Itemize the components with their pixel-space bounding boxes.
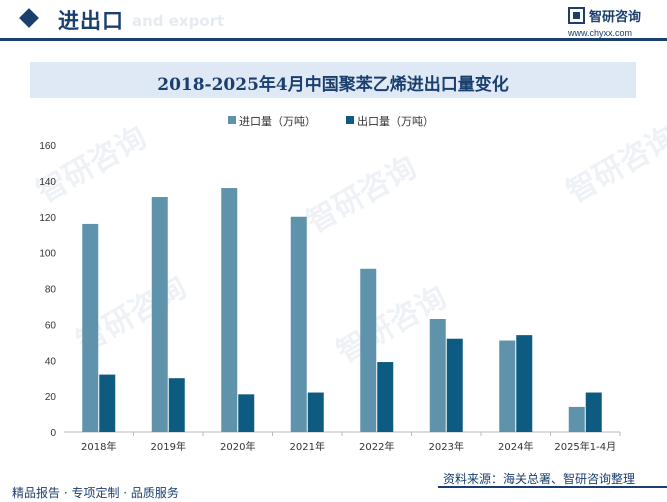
footer-slogan: 精品报告 · 专项定制 · 品质服务	[12, 486, 179, 500]
import-bar	[360, 268, 377, 432]
y-tick-label: 20	[45, 392, 57, 403]
header-subtitle: and export	[132, 12, 225, 30]
x-tick-label: 2019年	[151, 440, 186, 453]
x-tick-label: 2022年	[359, 440, 394, 453]
header-title: 进出口	[58, 9, 124, 33]
footer-divider	[438, 486, 667, 488]
header: 进出口 and export 智研咨询 www.chyxx.com	[0, 0, 667, 42]
chart-title: 2018-2025年4月中国聚苯乙烯进出口量变化	[157, 75, 509, 95]
x-tick-label: 2024年	[498, 440, 533, 453]
x-tick-label: 2018年	[81, 440, 116, 453]
y-tick-label: 160	[39, 141, 56, 152]
import-bar	[221, 188, 238, 432]
brand-url: www.chyxx.com	[566, 28, 635, 38]
import-bar	[429, 318, 446, 432]
export-bar	[307, 392, 324, 432]
y-tick-label: 140	[39, 177, 56, 188]
x-tick-label: 2025年1-4月	[554, 440, 616, 453]
y-tick-label: 40	[45, 356, 57, 367]
legend-swatch-export	[346, 116, 354, 124]
export-bar	[446, 338, 463, 432]
header-divider	[0, 38, 667, 41]
import-bar	[151, 197, 168, 432]
y-tick-label: 0	[50, 428, 56, 439]
x-tick-label: 2021年	[290, 440, 325, 453]
legend-label-import: 进口量（万吨）	[239, 115, 316, 128]
import-bar	[82, 223, 99, 432]
x-tick-label: 2023年	[429, 440, 464, 453]
import-bar	[568, 406, 585, 432]
export-bar	[377, 362, 394, 432]
brand-logo-icon	[568, 7, 585, 24]
y-tick-label: 60	[45, 320, 57, 331]
export-bar	[168, 378, 185, 432]
export-bar	[238, 394, 255, 432]
chart-title-band: 2018-2025年4月中国聚苯乙烯进出口量变化	[30, 62, 636, 98]
y-tick-label: 80	[45, 285, 57, 296]
import-bar	[499, 340, 516, 432]
brand-name: 智研咨询	[589, 10, 642, 25]
export-bar	[99, 374, 116, 432]
footer-source: 资料来源：海关总署、智研咨询整理	[443, 472, 636, 486]
legend-swatch-import	[228, 116, 236, 124]
legend-label-export: 出口量（万吨）	[357, 115, 434, 128]
export-bar	[585, 392, 602, 432]
y-tick-label: 100	[39, 249, 56, 260]
export-bar	[516, 335, 533, 432]
x-tick-label: 2020年	[220, 440, 255, 453]
y-tick-label: 120	[39, 213, 56, 224]
import-bar	[290, 216, 307, 432]
